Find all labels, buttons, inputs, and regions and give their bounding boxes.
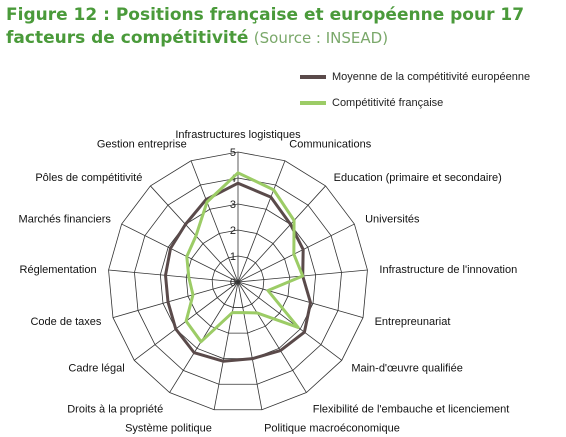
spoke-2 [237, 185, 326, 283]
category-label-6: Main-d'œuvre qualifiée [351, 363, 463, 375]
spoke-12 [112, 281, 239, 318]
category-label-16: Gestion entreprise [97, 139, 187, 151]
category-label-0: Infrastructures logistiques [175, 129, 301, 141]
series-line-1 [184, 171, 305, 344]
grid-ring-1 [211, 255, 265, 308]
category-label-7: Flexibilité de l'embauche et licenciemen… [313, 404, 510, 416]
category-label-12: Code de taxes [30, 316, 101, 328]
spoke-6 [237, 281, 342, 361]
category-label-10: Droits à la propriété [67, 404, 163, 416]
spoke-15 [150, 185, 239, 283]
spoke-13 [108, 269, 239, 283]
spoke-1 [237, 160, 286, 283]
tick-label-3: 3 [230, 199, 236, 211]
legend-swatch-europe [300, 75, 326, 79]
category-label-15: Pôles de compétitivité [35, 172, 142, 184]
tick-label-5: 5 [230, 147, 236, 159]
spoke-3 [237, 223, 355, 283]
category-label-1: Communications [289, 139, 371, 151]
category-label-5: Entrepreunariat [375, 316, 451, 328]
spoke-14 [121, 223, 239, 283]
tick-label-0: 0 [230, 277, 236, 289]
spoke-16 [190, 160, 239, 283]
category-label-4: Infrastructure de l'innovation [379, 264, 517, 276]
category-label-13: Réglementation [20, 264, 97, 276]
figure-title-bold: Figure 12 : Positions française et europ… [6, 5, 525, 48]
category-label-9: Système politique [125, 423, 212, 435]
tick-label-1: 1 [230, 251, 236, 263]
figure-source: (Source : INSEAD) [253, 29, 389, 47]
radar-grid [108, 151, 368, 411]
tick-label-2: 2 [230, 225, 236, 237]
legend-label-europe: Moyenne de la compétitivité européenne [332, 71, 531, 83]
grid-ring-2 [185, 229, 291, 334]
figure-title: Figure 12 : Positions française et europ… [6, 4, 562, 50]
grid-ring-4 [134, 177, 342, 385]
category-label-3: Universités [365, 214, 420, 226]
category-label-11: Cadre légal [68, 363, 124, 375]
spoke-5 [237, 281, 364, 318]
category-label-2: Education (primaire et secondaire) [334, 172, 502, 184]
chart-legend: Moyenne de la compétitivité européenne C… [300, 64, 530, 116]
series-line-0 [164, 181, 313, 363]
category-label-8: Politique macroéconomique [264, 423, 400, 435]
legend-label-france: Compétitivité française [332, 97, 444, 109]
legend-item-europe: Moyenne de la compétitivité européenne [300, 64, 530, 90]
legend-swatch-france [300, 101, 326, 105]
legend-item-france: Compétitivité française [300, 90, 530, 116]
category-label-14: Marchés financiers [19, 214, 112, 226]
spoke-9 [213, 281, 239, 410]
spoke-8 [237, 281, 263, 410]
grid-ring-5 [108, 151, 368, 411]
spoke-7 [237, 281, 307, 393]
